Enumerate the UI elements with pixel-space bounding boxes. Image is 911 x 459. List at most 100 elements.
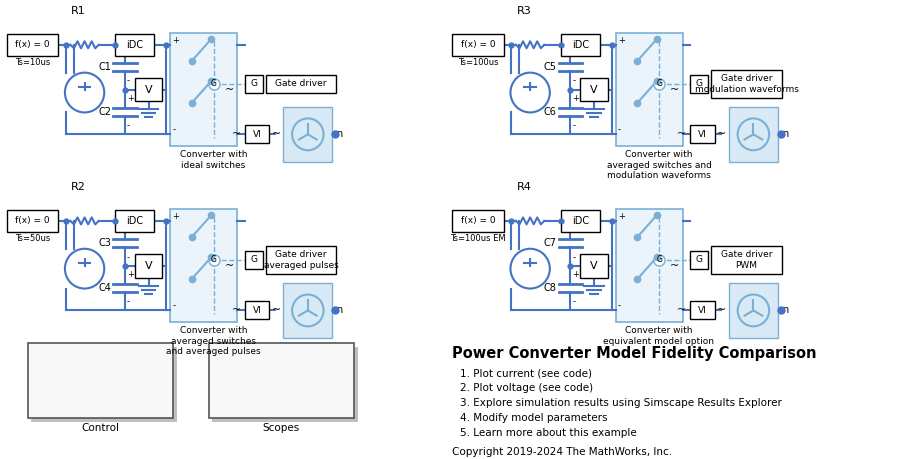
Text: Converter with
ideal switches: Converter with ideal switches — [179, 150, 247, 170]
Bar — [560, 210, 600, 232]
Text: ~: ~ — [677, 129, 687, 140]
Text: 5. Learn more about this example: 5. Learn more about this example — [460, 428, 637, 438]
Text: +: + — [127, 225, 134, 234]
Text: G: G — [251, 79, 257, 89]
Bar — [245, 125, 270, 143]
Text: n: n — [782, 129, 788, 140]
Bar — [170, 33, 237, 146]
Text: n: n — [336, 305, 343, 315]
Text: Copyright 2019-2024 The MathWorks, Inc.: Copyright 2019-2024 The MathWorks, Inc. — [453, 447, 672, 457]
Text: -: - — [572, 121, 576, 130]
Text: f(x) = 0: f(x) = 0 — [15, 40, 50, 49]
Text: -: - — [127, 121, 130, 130]
Text: 4. Modify model parameters: 4. Modify model parameters — [460, 413, 608, 423]
Bar — [283, 107, 333, 162]
Bar — [691, 251, 708, 269]
Bar — [283, 283, 333, 338]
Bar — [453, 210, 504, 232]
Text: C3: C3 — [98, 238, 111, 248]
Text: Scopes: Scopes — [262, 423, 300, 433]
Text: Converter with
equivalent model option: Converter with equivalent model option — [603, 326, 714, 346]
Text: ~: ~ — [271, 305, 281, 315]
Text: iDC: iDC — [572, 40, 589, 50]
Text: iDC: iDC — [572, 216, 589, 226]
Text: -: - — [572, 297, 576, 307]
Text: -: - — [572, 253, 576, 262]
Bar — [266, 75, 336, 93]
Text: ~: ~ — [224, 84, 234, 95]
Bar — [245, 75, 262, 93]
Text: V: V — [145, 84, 152, 95]
Text: VI: VI — [699, 130, 707, 139]
Bar — [729, 107, 778, 162]
Text: -: - — [127, 77, 130, 85]
Text: Ts=100us EM: Ts=100us EM — [450, 234, 506, 243]
Bar — [691, 302, 715, 319]
Text: +: + — [572, 49, 579, 58]
Text: G: G — [210, 79, 217, 89]
Text: ~: ~ — [677, 305, 687, 315]
Text: Converter with
averaged switches and
modulation waveforms: Converter with averaged switches and mod… — [607, 150, 711, 180]
Text: f(x) = 0: f(x) = 0 — [461, 40, 496, 49]
Bar — [135, 78, 162, 101]
Bar — [266, 246, 336, 274]
Text: ~: ~ — [224, 261, 234, 271]
Text: Power Converter Model Fidelity Comparison: Power Converter Model Fidelity Compariso… — [453, 346, 817, 361]
Bar — [7, 210, 58, 232]
Text: +: + — [618, 212, 625, 221]
Bar — [616, 33, 682, 146]
Bar — [212, 347, 358, 422]
Bar — [245, 302, 270, 319]
Text: n: n — [336, 129, 343, 140]
Text: +: + — [618, 36, 625, 45]
Bar — [580, 254, 608, 278]
Text: V: V — [590, 84, 598, 95]
Text: VI: VI — [253, 306, 261, 315]
Text: Ts=10us: Ts=10us — [15, 58, 50, 67]
Text: 1. Plot current (see code): 1. Plot current (see code) — [460, 368, 592, 378]
Text: ~: ~ — [271, 129, 281, 140]
Text: +: + — [127, 269, 134, 279]
Text: VI: VI — [253, 130, 261, 139]
Text: ~: ~ — [231, 305, 241, 315]
Text: G: G — [251, 256, 257, 264]
Bar — [32, 347, 177, 422]
Text: Gate driver: Gate driver — [275, 79, 327, 89]
Text: Ts=100us: Ts=100us — [457, 58, 498, 67]
Text: ~: ~ — [670, 84, 680, 95]
Text: -: - — [127, 297, 130, 307]
Bar — [580, 78, 608, 101]
Text: Gate driver
averaged pulses: Gate driver averaged pulses — [263, 250, 338, 270]
Text: Control: Control — [81, 423, 119, 433]
Text: C8: C8 — [544, 283, 557, 293]
Text: +: + — [572, 225, 579, 234]
Text: C7: C7 — [544, 238, 557, 248]
Text: iDC: iDC — [127, 40, 143, 50]
Bar — [245, 251, 262, 269]
Text: G: G — [696, 79, 702, 89]
Text: V: V — [145, 261, 152, 271]
Text: C1: C1 — [98, 62, 111, 72]
Text: C2: C2 — [98, 107, 111, 117]
Text: ~: ~ — [231, 129, 241, 140]
Bar — [711, 246, 782, 274]
Text: C4: C4 — [98, 283, 111, 293]
Text: 3. Explore simulation results using Simscape Results Explorer: 3. Explore simulation results using Sims… — [460, 398, 783, 408]
Text: G: G — [696, 256, 702, 264]
Text: f(x) = 0: f(x) = 0 — [15, 216, 50, 225]
Bar — [691, 125, 715, 143]
Text: -: - — [172, 125, 175, 134]
Text: -: - — [618, 125, 620, 134]
Text: +: + — [127, 94, 134, 102]
Text: R2: R2 — [71, 182, 87, 192]
Text: Ts=50us: Ts=50us — [15, 234, 50, 243]
Text: ~: ~ — [717, 129, 726, 140]
Text: +: + — [572, 269, 579, 279]
Text: G: G — [656, 79, 662, 89]
Text: G: G — [656, 256, 662, 264]
Text: C6: C6 — [544, 107, 557, 117]
Text: f(x) = 0: f(x) = 0 — [461, 216, 496, 225]
Bar — [115, 34, 155, 56]
Bar — [27, 343, 173, 418]
Bar — [453, 34, 504, 56]
